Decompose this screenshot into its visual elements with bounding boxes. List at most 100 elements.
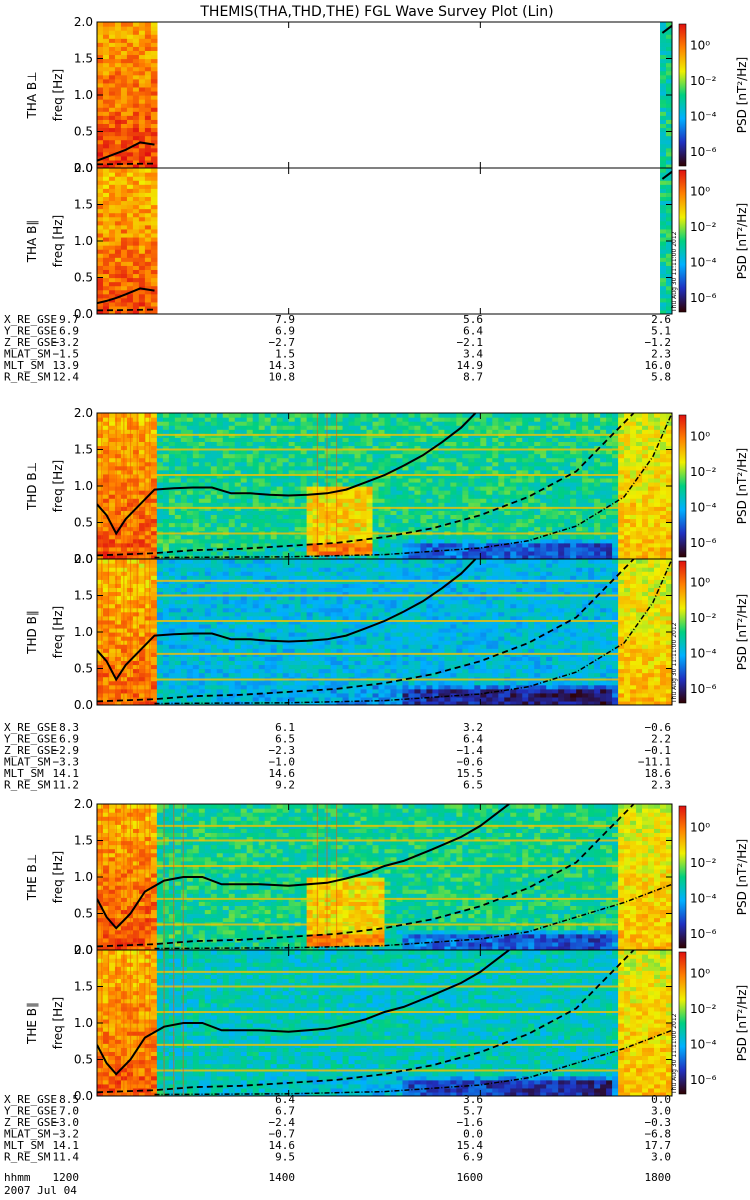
y-tick-label: 0.5 (74, 516, 93, 530)
y-tick-label: 1.5 (74, 834, 93, 848)
cyclotron-solid-line (97, 950, 510, 1076)
y-tick-label: 0.5 (74, 1053, 93, 1067)
y-tick-label: 0.0 (74, 552, 93, 566)
freq-axis-label: freq [Hz] (51, 460, 65, 512)
ephemeris-value: 6.1 (275, 721, 295, 734)
y-tick-label: 0.0 (74, 161, 93, 175)
ephemeris-value: 5.1 (651, 325, 671, 338)
ephemeris-label: Z_RE_GSE (4, 336, 57, 349)
ephemeris-value: 11.2 (53, 779, 80, 792)
time-tick-label: 1600 (457, 1171, 484, 1184)
colorbar-label: PSD [nT²/Hz] (735, 448, 749, 524)
y-tick-label: 1.0 (74, 88, 93, 102)
ephemeris-label: MLAT_SM (4, 348, 51, 361)
colorbar-tick-label: 10⁻⁴ (690, 109, 717, 123)
ephemeris-value: 10.8 (269, 371, 296, 384)
ephemeris-value: −1.4 (457, 744, 484, 757)
panel-thd-b⊥: 0.0 0.5 1.0 1.5 2.0 THD B⊥ freq [Hz] 10⁰ 10⁻² 10⁻… (25, 406, 749, 566)
ephemeris-value: −2.9 (53, 744, 80, 757)
ephemeris-value: −0.3 (645, 1116, 672, 1129)
y-tick-label: 1.5 (74, 52, 93, 66)
ephemeris-value: 18.6 (645, 767, 672, 780)
ephemeris-value: 3.6 (463, 1093, 483, 1106)
colorbar-tick-label: 10⁻² (690, 1002, 717, 1016)
ephemeris-value: 6.9 (59, 733, 79, 746)
spectrogram-image (97, 413, 672, 559)
ephemeris-value: 16.0 (645, 359, 672, 372)
spectrogram-image (97, 950, 672, 1096)
cyclotron-dotdash-line (154, 1029, 672, 1096)
colorbar (678, 23, 687, 167)
y-tick-label: 2.0 (74, 552, 93, 566)
panel-label: THA B⊥ (25, 71, 39, 119)
ephemeris-value: 8.5 (59, 1093, 79, 1106)
colorbar-label: PSD [nT²/Hz] (735, 57, 749, 133)
ephemeris-value: −3.3 (53, 756, 80, 769)
time-tick-label: 1800 (645, 1171, 672, 1184)
ephemeris-value: 2.2 (651, 733, 671, 746)
ephemeris-value: −3.0 (53, 1116, 80, 1129)
y-tick-label: 1.0 (74, 1016, 93, 1030)
ephemeris-value: −6.8 (645, 1128, 672, 1141)
cyclotron-dashed-line (97, 804, 635, 948)
y-tick-label: 1.5 (74, 980, 93, 994)
ephemeris-label: R_RE_SM (4, 1151, 51, 1164)
ephemeris-value: 2.3 (651, 348, 671, 361)
ephemeris-value: 14.9 (457, 359, 484, 372)
ephemeris-value: 5.6 (463, 313, 483, 326)
ephemeris-value: 8.7 (463, 371, 483, 384)
ephemeris-value: 7.0 (59, 1105, 79, 1118)
ephemeris-the: X_RE_GSE 8.5 6.4 3.6 0.0 Y_RE_GSE 7.0 6.7 5.7 3.0… (4, 1093, 671, 1164)
ephemeris-label: X_RE_GSE (4, 313, 57, 326)
colorbar-tick-label: 10⁻² (690, 220, 717, 234)
ephemeris-value: 9.2 (275, 779, 295, 792)
timestamp: Thu Aug 30 11:11:00 2012 (671, 231, 678, 313)
timestamp: Thu Aug 30 11:11:00 2012 (671, 622, 678, 704)
ephemeris-value: 0.0 (463, 1128, 483, 1141)
y-tick-label: 0.5 (74, 907, 93, 921)
panel-tha-b⊥: 0.0 0.5 1.0 1.5 2.0 THA B⊥ freq [Hz] 10⁰ 10⁻² 10⁻… (25, 15, 749, 175)
ephemeris-value: 5.8 (651, 371, 671, 384)
y-tick-label: 0.0 (74, 307, 93, 321)
ephemeris-value: 11.4 (53, 1151, 80, 1164)
ephemeris-value: 9.5 (275, 1151, 295, 1164)
colorbar-tick-label: 10⁰ (690, 429, 710, 443)
chart-title: THEMIS(THA,THD,THE) FGL Wave Survey Plot… (199, 4, 553, 20)
y-tick-label: 1.5 (74, 589, 93, 603)
ephemeris-label: MLT_SM (4, 1139, 44, 1152)
ephemeris-value: −0.7 (269, 1128, 296, 1141)
ephemeris-blocks: X_RE_GSE 9.7 7.9 5.6 2.6Y_RE_GSE 6.9 6.9 6.4 5.1… (4, 313, 671, 1164)
colorbar (678, 951, 687, 1095)
ephemeris-value: 6.9 (463, 1151, 483, 1164)
ephemeris-value: −0.1 (645, 744, 672, 757)
y-tick-label: 2.0 (74, 943, 93, 957)
panel-the-b∥: 0.0 0.5 1.0 1.5 2.0 THE B∥ freq [Hz] 10⁰ 10⁻² 10⁻… (25, 943, 749, 1103)
ephemeris-value: −1.0 (269, 756, 296, 769)
y-tick-label: 2.0 (74, 797, 93, 811)
ephemeris-value: 2.6 (651, 313, 671, 326)
colorbar-tick-label: 10⁻² (690, 611, 717, 625)
time-tick-label: 1400 (269, 1171, 296, 1184)
ephemeris-value: −3.2 (53, 1128, 80, 1141)
time-row-label: hhmm (4, 1171, 31, 1184)
ephemeris-label: Y_RE_GSE (4, 325, 57, 338)
ephemeris-value: −0.6 (457, 756, 484, 769)
timestamp: Thu Aug 30 11:11:00 2012 (671, 1013, 678, 1095)
colorbar-tick-label: 10⁻⁴ (690, 891, 717, 905)
ephemeris-value: 14.6 (269, 1139, 296, 1152)
ephemeris-value: 14.1 (53, 767, 80, 780)
y-tick-label: 1.0 (74, 479, 93, 493)
y-tick-label: 1.5 (74, 443, 93, 457)
cyclotron-dotdash-line (154, 413, 672, 559)
colorbar-label: PSD [nT²/Hz] (735, 839, 749, 915)
freq-axis-label: freq [Hz] (51, 851, 65, 903)
cyclotron-solid-line (97, 804, 510, 930)
ephemeris-value: 6.7 (275, 1105, 295, 1118)
panel-label: THD B∥ (25, 610, 39, 655)
ephemeris-tha: X_RE_GSE 9.7 7.9 5.6 2.6Y_RE_GSE 6.9 6.9 6.4 5.1… (4, 313, 671, 384)
cyclotron-dotdash-line (154, 559, 672, 705)
ephemeris-value: 3.0 (651, 1151, 671, 1164)
panel-label: THD B⊥ (25, 462, 39, 511)
ephemeris-label: X_RE_GSE (4, 1093, 57, 1106)
ephemeris-value: 3.0 (651, 1105, 671, 1118)
